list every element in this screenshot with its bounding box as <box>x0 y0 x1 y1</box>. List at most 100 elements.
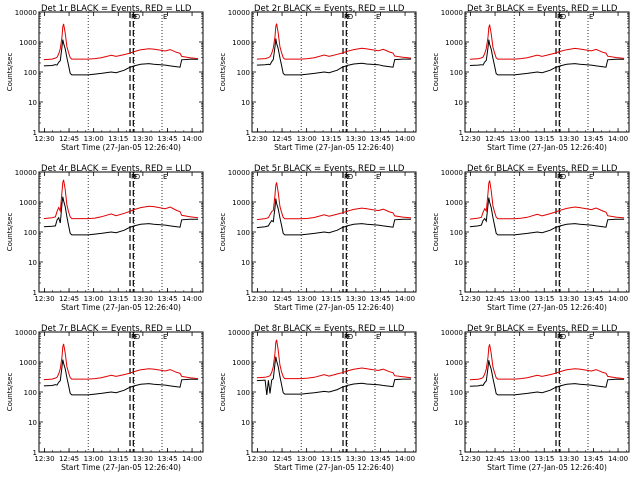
x-tick-label: 13:30 <box>133 135 153 143</box>
event-marker-label: E <box>589 173 593 181</box>
x-tick-label: 13:15 <box>321 135 341 143</box>
x-tick-label: 13:30 <box>133 295 153 303</box>
plot-frame <box>251 11 417 133</box>
y-axis-label: Counts/sec <box>6 53 14 92</box>
x-axis-label: Start Time (27-Jan-05 12:26:40) <box>61 143 181 152</box>
y-tick-label: 1000 <box>19 359 37 367</box>
y-tick-label: 1000 <box>232 39 250 47</box>
x-tick-label: 14:00 <box>395 455 415 463</box>
y-tick-label: 10 <box>454 99 463 107</box>
y-tick-label: 1000 <box>19 39 37 47</box>
event-marker-label: E <box>163 13 167 21</box>
x-tick-label: 13:15 <box>534 135 554 143</box>
lld-series-line <box>43 23 199 61</box>
x-tick-label: 14:00 <box>608 295 628 303</box>
plot-frame <box>38 171 204 293</box>
x-tick-label: 13:00 <box>84 135 104 143</box>
y-tick-label: 10 <box>241 99 250 107</box>
event-marker-label: F <box>560 13 564 21</box>
event-marker-label: F <box>347 173 351 181</box>
event-marker-label: F <box>560 173 564 181</box>
events-series-line <box>469 39 625 76</box>
x-tick-label: 13:30 <box>559 295 579 303</box>
y-tick-label: 100 <box>237 229 250 237</box>
x-tick-label: 13:30 <box>346 455 366 463</box>
event-marker-label: E <box>376 13 380 21</box>
y-tick-label: 10000 <box>228 9 250 17</box>
x-tick-label: 13:30 <box>346 295 366 303</box>
x-axis-label: Start Time (27-Jan-05 12:26:40) <box>274 303 394 312</box>
x-tick-label: 13:00 <box>510 295 530 303</box>
x-axis-label: Start Time (27-Jan-05 12:26:40) <box>487 143 607 152</box>
panel-title: Det 5r BLACK = Events, RED = LLD <box>254 164 405 174</box>
panel-title: Det 7r BLACK = Events, RED = LLD <box>41 324 192 334</box>
x-tick-label: 12:30 <box>460 455 480 463</box>
x-axis-label: Start Time (27-Jan-05 12:26:40) <box>487 463 607 472</box>
x-tick-label: 13:00 <box>510 455 530 463</box>
y-axis-label: Counts/sec <box>219 373 227 412</box>
plot-frame <box>464 171 630 293</box>
y-tick-label: 10 <box>241 419 250 427</box>
y-tick-label: 10 <box>28 259 37 267</box>
y-tick-label: 1 <box>459 289 463 297</box>
x-tick-label: 13:45 <box>370 455 390 463</box>
event-marker-label: E <box>376 173 380 181</box>
y-tick-label: 10000 <box>15 329 37 337</box>
lld-series-line <box>43 179 199 220</box>
x-tick-label: 12:45 <box>485 455 505 463</box>
event-marker-label: F <box>344 333 348 341</box>
event-marker-label: D <box>561 13 566 21</box>
y-tick-label: 10000 <box>15 169 37 177</box>
event-marker-label: D <box>135 173 140 181</box>
x-tick-label: 13:00 <box>297 135 317 143</box>
x-tick-label: 13:45 <box>583 455 603 463</box>
plot-frame <box>464 331 630 453</box>
x-tick-label: 12:30 <box>460 135 480 143</box>
event-marker-label: E <box>376 333 380 341</box>
events-series-line <box>43 39 199 76</box>
x-tick-label: 12:45 <box>485 135 505 143</box>
panel-title: Det 4r BLACK = Events, RED = LLD <box>41 164 192 174</box>
y-tick-label: 1 <box>33 449 37 457</box>
event-marker-label: F <box>134 13 138 21</box>
y-tick-label: 1 <box>33 129 37 137</box>
x-tick-label: 14:00 <box>182 135 202 143</box>
lld-series-line <box>469 180 625 220</box>
x-axis-label: Start Time (27-Jan-05 12:26:40) <box>61 463 181 472</box>
y-tick-label: 10 <box>241 259 250 267</box>
y-tick-label: 10000 <box>228 169 250 177</box>
y-tick-label: 10000 <box>441 329 463 337</box>
y-tick-label: 1 <box>246 289 250 297</box>
events-series-line <box>43 196 199 236</box>
lld-series-line <box>469 344 625 381</box>
x-tick-label: 12:45 <box>59 295 79 303</box>
y-tick-label: 10000 <box>441 9 463 17</box>
events-series-line <box>256 356 412 395</box>
x-tick-label: 12:45 <box>272 135 292 143</box>
panel-title: Det 3r BLACK = Events, RED = LLD <box>467 4 618 14</box>
x-tick-label: 14:00 <box>182 455 202 463</box>
event-marker-label: F <box>131 13 135 21</box>
event-marker-label: F <box>131 333 135 341</box>
events-series-line <box>469 197 625 236</box>
event-marker-label: D <box>135 333 140 341</box>
event-marker-label: F <box>131 173 135 181</box>
x-tick-label: 13:00 <box>84 295 104 303</box>
y-tick-label: 10000 <box>441 169 463 177</box>
x-tick-label: 13:45 <box>370 295 390 303</box>
plot-frame <box>38 331 204 453</box>
y-tick-label: 10 <box>454 259 463 267</box>
x-tick-label: 13:00 <box>510 135 530 143</box>
x-tick-label: 12:45 <box>59 135 79 143</box>
y-tick-label: 100 <box>24 69 37 77</box>
y-tick-label: 10 <box>28 419 37 427</box>
event-marker-label: F <box>134 333 138 341</box>
event-marker-label: D <box>561 333 566 341</box>
x-axis-label: Start Time (27-Jan-05 12:26:40) <box>274 143 394 152</box>
y-axis-label: Counts/sec <box>432 213 440 252</box>
x-tick-label: 13:00 <box>297 455 317 463</box>
